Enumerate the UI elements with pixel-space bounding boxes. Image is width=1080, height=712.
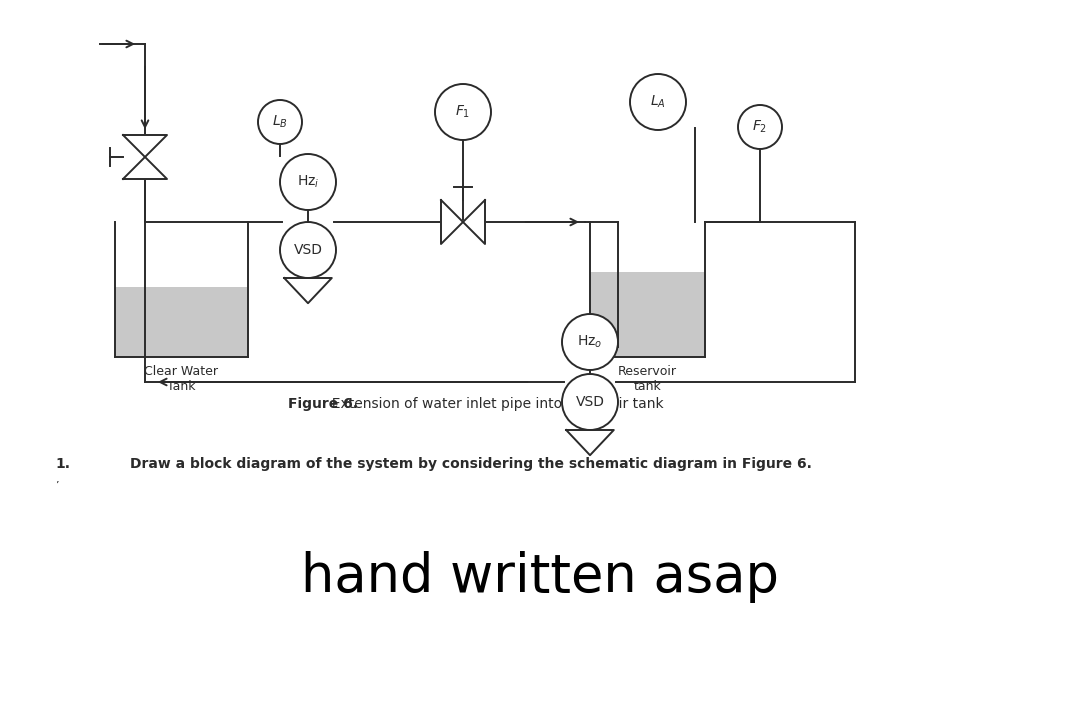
Circle shape — [562, 374, 618, 430]
Text: ’: ’ — [55, 481, 58, 491]
Text: $F_1$: $F_1$ — [456, 104, 471, 120]
Circle shape — [630, 74, 686, 130]
Text: Clear Water
Tank: Clear Water Tank — [145, 365, 218, 393]
Text: VSD: VSD — [576, 395, 605, 409]
Bar — [114, 287, 248, 357]
Polygon shape — [463, 200, 485, 244]
Text: Hz$_i$: Hz$_i$ — [297, 174, 320, 190]
Text: Hz$_o$: Hz$_o$ — [578, 334, 603, 350]
Circle shape — [258, 100, 302, 144]
Polygon shape — [441, 200, 463, 244]
Text: Reservoir
tank: Reservoir tank — [618, 365, 677, 393]
Bar — [590, 272, 705, 357]
Polygon shape — [123, 135, 167, 157]
Text: VSD: VSD — [294, 243, 323, 257]
Polygon shape — [123, 157, 167, 179]
Text: Figure 6.: Figure 6. — [288, 397, 357, 411]
Text: $F_2$: $F_2$ — [753, 119, 768, 135]
Text: Draw a block diagram of the system by considering the schematic diagram in Figur: Draw a block diagram of the system by co… — [130, 457, 812, 471]
Polygon shape — [566, 430, 613, 455]
Circle shape — [280, 154, 336, 210]
Text: $L_B$: $L_B$ — [272, 114, 288, 130]
Text: hand written asap: hand written asap — [301, 551, 779, 603]
Circle shape — [738, 105, 782, 149]
Text: Extension of water inlet pipe into reservoir tank: Extension of water inlet pipe into reser… — [288, 397, 663, 411]
Circle shape — [435, 84, 491, 140]
Text: $L_A$: $L_A$ — [650, 94, 666, 110]
Text: 1.: 1. — [55, 457, 70, 471]
Circle shape — [280, 222, 336, 278]
Circle shape — [562, 314, 618, 370]
Polygon shape — [284, 278, 332, 303]
